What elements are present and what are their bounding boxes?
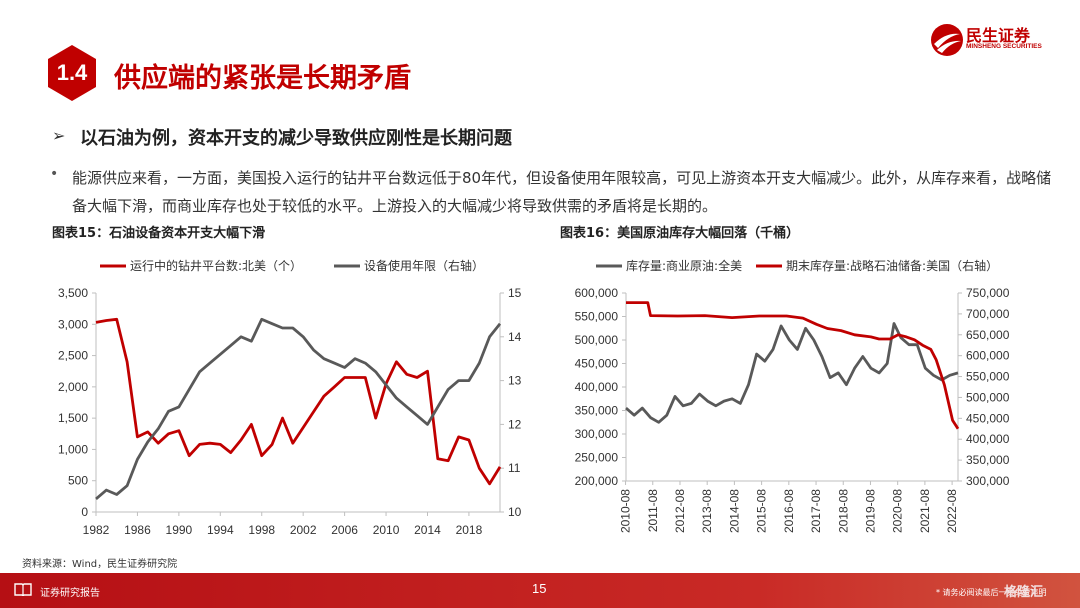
x-tick-label: 2011-08 [646, 489, 660, 532]
y-tick-label-right: 12 [508, 417, 522, 431]
x-tick-label: 2013-08 [700, 489, 714, 533]
y-tick-label-right: 350,000 [966, 453, 1010, 467]
y-tick-label-right: 650,000 [966, 328, 1010, 342]
y-tick-label-left: 600,000 [575, 286, 619, 300]
crude-inventory-chart: 200,000 250,000 300,000 350,000 400,000 450,0… [575, 258, 1010, 533]
y-tick-label-left: 200,000 [575, 474, 619, 488]
footer-label: 证券研究报告 [40, 588, 100, 599]
y-tick-label-left: 550,000 [575, 310, 619, 324]
y-tick-label-right: 700,000 [966, 307, 1010, 321]
section-number: 1.4 [56, 60, 88, 85]
y-tick-label-left: 300,000 [575, 427, 619, 441]
section-badge [48, 45, 96, 101]
x-tick-label: 2021-08 [918, 489, 932, 533]
x-tick-label: 2017-08 [809, 489, 823, 533]
logo-icon [931, 24, 963, 56]
x-tick-label: 2020-08 [891, 489, 905, 533]
x-tick-label: 1994 [207, 523, 234, 537]
y-tick-label-left: 1,500 [58, 411, 88, 425]
watermark: 格隆汇 [1004, 585, 1044, 600]
x-tick-label: 2019-08 [863, 489, 877, 533]
x-tick-label: 2015-08 [755, 489, 769, 533]
y-tick-label-left: 250,000 [575, 451, 619, 465]
bullet-icon: • [50, 166, 59, 182]
y-tick-label-right: 500,000 [966, 390, 1010, 404]
y-tick-label-right: 10 [508, 505, 522, 519]
y-tick-label-left: 450,000 [575, 357, 619, 371]
series-line-0 [625, 322, 959, 424]
logo-english: MINSHENG SECURITIES [966, 43, 1042, 50]
x-tick-label: 2012-08 [673, 489, 687, 533]
y-tick-label-right: 450,000 [966, 411, 1010, 425]
y-tick-label-left: 3,000 [58, 317, 88, 331]
page-number: 15 [532, 581, 547, 596]
x-tick-label: 2022-08 [945, 489, 959, 533]
x-tick-label: 2018-08 [836, 489, 850, 533]
series-line-1 [626, 301, 960, 430]
arrow-bullet-icon: ➢ [52, 126, 66, 145]
x-tick-label: 1986 [124, 523, 151, 537]
y-tick-label-right: 750,000 [966, 286, 1010, 300]
figure-15-title: 图表15：石油设备资本开支大幅下滑 [52, 226, 266, 241]
legend-label-0: 库存量:商业原油:全美 [626, 258, 742, 273]
x-tick-label: 2016-08 [782, 489, 796, 533]
legend-label-0: 运行中的钻井平台数:北美（个） [130, 258, 302, 273]
source-note: 资料来源：Wind，民生证券研究院 [22, 559, 178, 570]
y-tick-label-left: 0 [81, 505, 88, 519]
x-tick-label: 2014 [414, 523, 441, 537]
y-tick-label-right: 14 [508, 330, 522, 344]
y-tick-label-right: 300,000 [966, 474, 1010, 488]
body-paragraph: 能源供应来看，一方面，美国投入运行的钻井平台数远低于80年代，但设备使用年限较高… [72, 169, 1052, 215]
x-tick-label: 1998 [248, 523, 275, 537]
page-title: 供应端的紧张是长期矛盾 [114, 63, 411, 94]
footer-bar: 证券研究报告 15 * 请务必阅读最后一页免责声明 格隆汇 [0, 573, 1080, 608]
y-tick-label-left: 500,000 [575, 333, 619, 347]
y-tick-label-right: 15 [508, 286, 522, 300]
legend-label-1: 设备使用年限（右轴） [364, 258, 484, 273]
legend-label-1: 期末库存量:战略石油储备:美国（右轴） [786, 258, 998, 273]
x-tick-label: 2018 [456, 523, 483, 537]
x-tick-label: 2014-08 [727, 489, 741, 533]
y-tick-label-left: 2,000 [58, 380, 88, 394]
y-tick-label-right: 400,000 [966, 432, 1010, 446]
disclaimer-note: * 请务必阅读最后一页免责声明 [936, 588, 1047, 597]
y-tick-label-left: 2,500 [58, 349, 88, 363]
x-tick-label: 2006 [331, 523, 358, 537]
book-icon [14, 583, 32, 596]
x-tick-label: 2010 [373, 523, 400, 537]
series-line-1 [95, 317, 502, 500]
y-tick-label-left: 350,000 [575, 404, 619, 418]
y-tick-label-left: 400,000 [575, 380, 619, 394]
y-tick-label-left: 1,000 [58, 442, 88, 456]
y-tick-label-right: 13 [508, 374, 522, 388]
y-tick-label-right: 11 [508, 461, 521, 475]
x-tick-label: 2010-08 [619, 489, 633, 533]
section-heading: 以石油为例，资本开支的减少导致供应刚性是长期问题 [80, 128, 512, 149]
y-tick-label-left: 3,500 [58, 286, 88, 300]
y-tick-label-right: 550,000 [966, 370, 1010, 384]
y-tick-label-left: 500 [68, 474, 88, 488]
logo-name: 民生证券 [966, 26, 1031, 45]
x-tick-label: 1982 [83, 523, 110, 537]
x-tick-label: 2002 [290, 523, 317, 537]
rig-count-chart: 0 500 1,000 1,500 2,000 2,500 3,000 3,500 10 11 12… [58, 258, 522, 537]
figure-16-title: 图表16：美国原油库存大幅回落（千桶） [560, 226, 800, 241]
y-tick-label-right: 600,000 [966, 349, 1010, 363]
x-tick-label: 1990 [166, 523, 193, 537]
